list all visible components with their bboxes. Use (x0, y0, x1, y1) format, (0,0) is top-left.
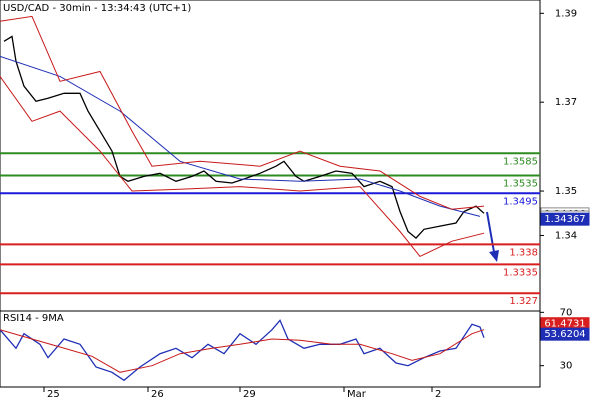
x-tick-label: Mar (347, 389, 367, 400)
y-tick-label: 70 (560, 307, 573, 318)
price-tag-label: 61.4731 (544, 319, 585, 330)
price-tag-label: 1.34367 (544, 214, 585, 225)
price-tag (540, 327, 590, 341)
x-tick-label: 29 (243, 389, 256, 400)
series-line (0, 55, 481, 217)
y-tick-label: 30 (560, 361, 573, 372)
y-tick-label: 1.35 (555, 186, 577, 197)
indicator-title: RSI14 - 9MA (3, 313, 64, 324)
forecast-arrowhead (489, 250, 499, 262)
chart-title: USD/CAD - 30min - 13:34:43 (UTC+1) (3, 3, 191, 14)
level-label: 1.327 (509, 296, 538, 307)
x-tick-label: 26 (151, 389, 164, 400)
y-tick-label: 1.39 (555, 8, 577, 19)
x-tick-label: 2 (435, 389, 441, 400)
level-label: 1.3585 (503, 156, 538, 167)
level-label: 1.3335 (503, 267, 538, 278)
series-line (0, 15, 485, 210)
level-label: 1.338 (509, 247, 538, 258)
y-tick-label: 1.34 (555, 230, 577, 241)
y-tick-label: 1.37 (555, 97, 577, 108)
series-line (0, 76, 485, 258)
x-tick-label: 25 (47, 389, 60, 400)
series-line (0, 319, 485, 382)
series-line (0, 329, 485, 373)
level-label: 1.3535 (503, 178, 538, 189)
price-tag-label: 53.6204 (544, 329, 585, 340)
price-tag (540, 212, 590, 226)
level-label: 1.3495 (503, 196, 538, 207)
